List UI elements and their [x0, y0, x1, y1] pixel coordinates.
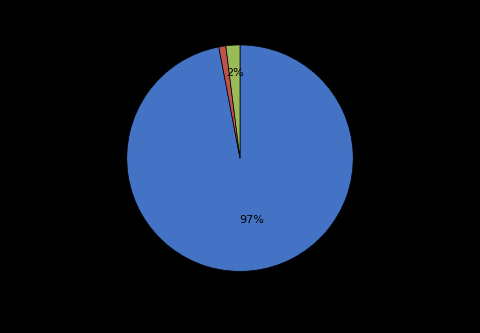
Wedge shape	[127, 45, 353, 271]
Text: 97%: 97%	[239, 215, 264, 225]
Legend: Wages & Salaries, Employee Benefits, Operating Expenses: Wages & Salaries, Employee Benefits, Ope…	[84, 331, 396, 333]
Wedge shape	[219, 46, 240, 158]
Wedge shape	[226, 45, 240, 158]
Text: 2%: 2%	[226, 68, 243, 79]
